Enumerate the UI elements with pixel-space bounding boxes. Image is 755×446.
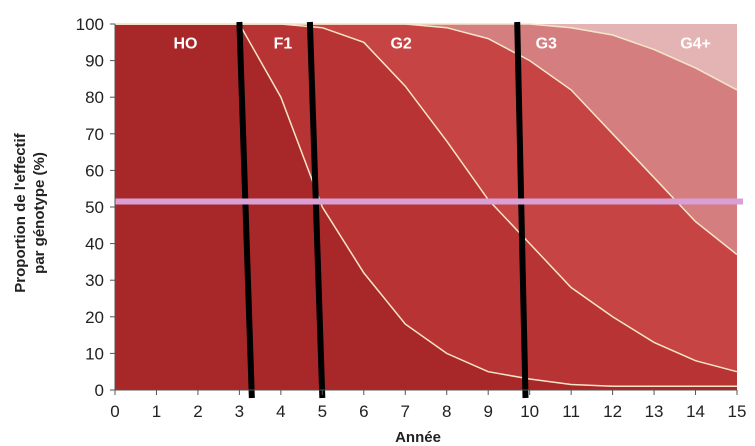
x-tick-label: 2 (193, 402, 202, 421)
vertical-marker-3 (514, 21, 529, 399)
vertical-marker-1 (236, 21, 255, 399)
vertical-markers (236, 21, 529, 399)
y-axis-title-line2: par génotype (%) (31, 152, 48, 274)
x-tick-labels: 0 1 2 3 4 5 6 7 8 9 10 11 12 13 14 15 (110, 390, 746, 421)
area-g2 (115, 24, 737, 372)
x-tick-label: 5 (318, 402, 327, 421)
y-tick-label: 70 (85, 125, 104, 144)
x-tick-label: 13 (645, 402, 664, 421)
x-tick-label: 12 (603, 402, 622, 421)
band-label-ho: HO (173, 35, 197, 52)
y-tick-label: 20 (85, 308, 104, 327)
vertical-marker-2 (306, 21, 326, 399)
x-tick-label: 0 (110, 402, 119, 421)
x-tick-label: 1 (152, 402, 161, 421)
band-label-f1: F1 (274, 35, 293, 52)
x-tick-label: 9 (483, 402, 492, 421)
y-tick-label: 30 (85, 271, 104, 290)
y-tick-labels: 0 10 20 30 40 50 60 70 80 90 100 (76, 15, 115, 400)
x-tick-label: 6 (359, 402, 368, 421)
band-label-g4plus: G4+ (680, 35, 711, 52)
boundary-lines (115, 23, 738, 388)
y-tick-label: 100 (76, 15, 104, 34)
band-label-g2: G2 (390, 35, 411, 52)
x-tick-label: 11 (562, 402, 580, 421)
y-tick-label: 0 (95, 381, 104, 400)
y-tick-label: 90 (85, 52, 104, 71)
area-g4plus (115, 24, 737, 90)
x-tick-label: 10 (520, 402, 539, 421)
x-axis-title: Année (395, 429, 441, 446)
y-tick-label: 40 (85, 235, 104, 254)
x-tick-label: 8 (442, 402, 451, 421)
boundary-line-4 (115, 23, 738, 91)
y-axis-title-line1: Proportion de l'effectif (12, 132, 29, 292)
area-ho (115, 24, 737, 390)
y-tick-label: 50 (85, 198, 104, 217)
x-tick-label: 14 (686, 402, 705, 421)
x-tick-label: 15 (728, 402, 747, 421)
area-g3 (115, 24, 737, 255)
stacked-areas (115, 24, 737, 390)
y-tick-label: 60 (85, 161, 104, 180)
band-labels: HO F1 G2 G3 G4+ (173, 35, 710, 52)
x-tick-label: 7 (401, 402, 410, 421)
band-label-g3: G3 (536, 35, 557, 52)
y-tick-label: 10 (85, 344, 104, 363)
x-tick-label: 4 (276, 402, 285, 421)
y-tick-label: 80 (85, 88, 104, 107)
x-tick-label: 3 (235, 402, 244, 421)
